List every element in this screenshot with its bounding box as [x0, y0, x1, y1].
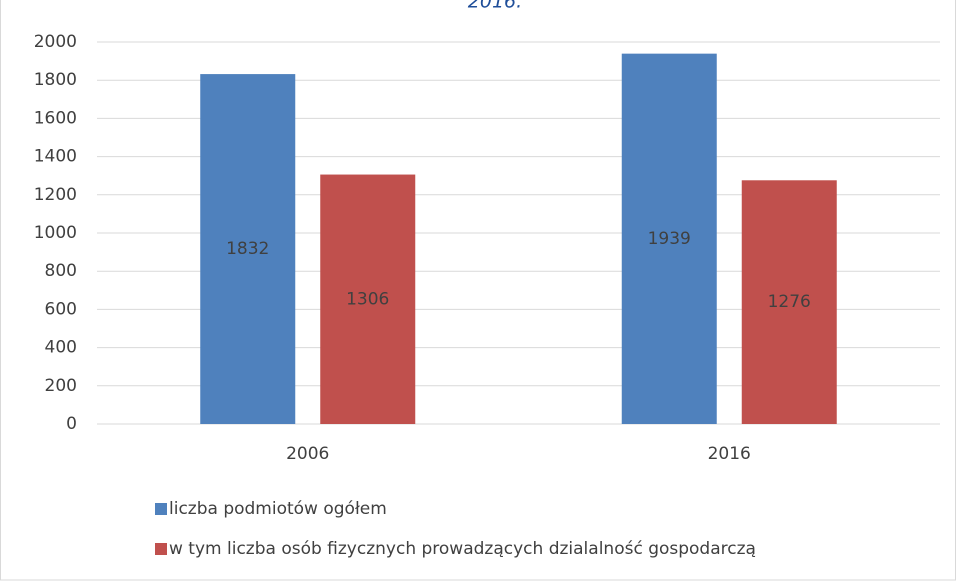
y-tick-label: 2000	[34, 32, 77, 52]
x-tick-label: 2016	[708, 444, 751, 464]
bar	[320, 174, 416, 424]
data-label: 1276	[768, 292, 811, 312]
legend-swatch	[155, 543, 167, 555]
data-label: 1306	[346, 289, 389, 309]
y-tick-label: 400	[45, 338, 77, 358]
y-tick-label: 800	[45, 261, 77, 281]
y-tick-label: 200	[45, 376, 77, 396]
data-label: 1832	[226, 239, 269, 259]
y-tick-label: 1600	[34, 108, 77, 128]
y-tick-label: 1000	[34, 223, 77, 243]
y-tick-label: 1200	[34, 185, 77, 205]
y-tick-label: 600	[45, 299, 77, 319]
data-label: 1939	[648, 229, 691, 249]
y-tick-label: 0	[66, 414, 77, 434]
bar	[621, 53, 717, 424]
legend-label: liczba podmiotów ogółem	[169, 499, 387, 519]
y-tick-label: 1800	[34, 70, 77, 90]
x-tick-label: 2006	[286, 444, 329, 464]
chart-title: 2016.	[468, 0, 522, 13]
bar	[741, 180, 837, 424]
y-tick-label: 1400	[34, 147, 77, 167]
legend-label: w tym liczba osób fizycznych prowadzącyc…	[169, 539, 756, 559]
bar	[200, 74, 296, 424]
legend-swatch	[155, 503, 167, 515]
